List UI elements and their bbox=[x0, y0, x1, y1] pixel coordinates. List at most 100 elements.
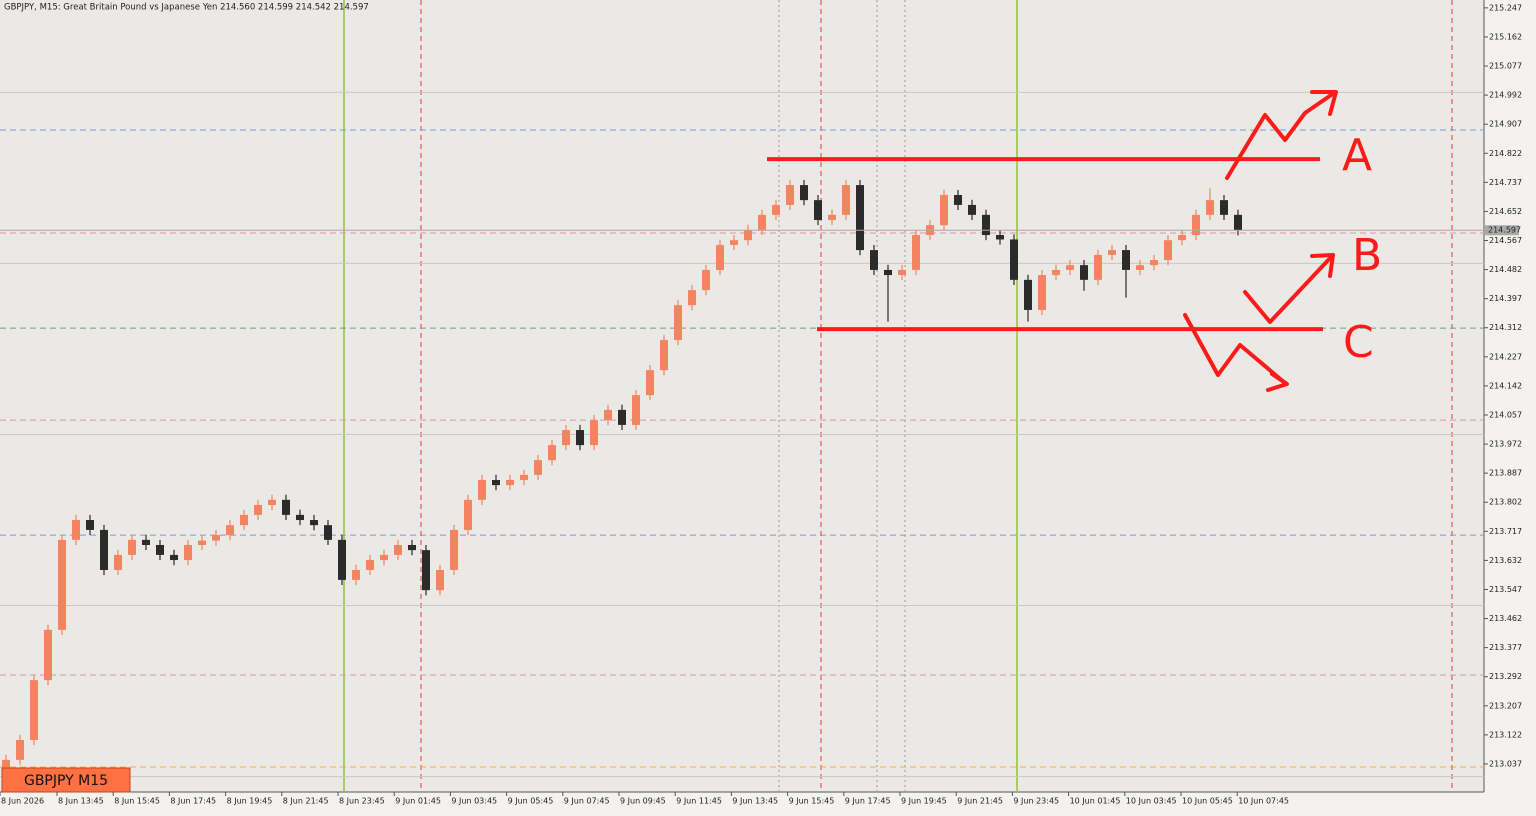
x-tick-label: 9 Jun 11:45 bbox=[676, 797, 722, 806]
candle-body bbox=[884, 269, 892, 276]
y-tick-label: 214.992 bbox=[1489, 91, 1522, 100]
x-tick-label: 8 Jun 15:45 bbox=[114, 797, 160, 806]
candle-body bbox=[296, 514, 304, 521]
candle-body bbox=[254, 504, 262, 515]
candle-body bbox=[1066, 265, 1074, 270]
y-tick-label: 214.567 bbox=[1489, 236, 1522, 245]
y-tick-label: 213.887 bbox=[1489, 469, 1522, 478]
candle-body bbox=[730, 240, 738, 245]
x-tick-label: 8 Jun 2026 bbox=[1, 797, 44, 806]
candle-body bbox=[996, 235, 1004, 240]
candle-body bbox=[814, 200, 822, 220]
candle-body bbox=[548, 445, 556, 461]
candle-body bbox=[688, 290, 696, 306]
x-tick-label: 9 Jun 21:45 bbox=[957, 797, 1003, 806]
arrow-a bbox=[1225, 91, 1336, 180]
arrow-c bbox=[1183, 313, 1287, 385]
x-tick-label: 9 Jun 13:45 bbox=[732, 797, 778, 806]
candle-body bbox=[562, 430, 570, 446]
candle-body bbox=[170, 554, 178, 561]
candle-body bbox=[100, 529, 108, 570]
candle-body bbox=[1234, 214, 1242, 231]
x-tick-label: 9 Jun 03:45 bbox=[451, 797, 497, 806]
y-tick-label: 214.057 bbox=[1489, 410, 1522, 419]
candle-body bbox=[520, 474, 528, 480]
candle-body bbox=[702, 269, 710, 291]
scenario-arrows bbox=[1183, 90, 1338, 392]
candle-body bbox=[534, 460, 542, 475]
candle-body bbox=[674, 305, 682, 341]
candle-body bbox=[1206, 200, 1214, 215]
candle-body bbox=[226, 525, 234, 536]
candle-body bbox=[16, 739, 24, 760]
candles bbox=[0, 91, 1484, 782]
candle-body bbox=[184, 544, 192, 561]
candle-body bbox=[464, 499, 472, 530]
y-tick-label: 213.717 bbox=[1489, 527, 1522, 536]
candle-body bbox=[72, 520, 80, 540]
x-tick-label: 9 Jun 17:45 bbox=[845, 797, 891, 806]
candle-body bbox=[982, 214, 990, 236]
price-box bbox=[1485, 225, 1519, 236]
x-tick-label: 9 Jun 09:45 bbox=[620, 797, 666, 806]
candle-body bbox=[1108, 250, 1116, 255]
session-lines bbox=[343, 0, 1453, 792]
candle-body bbox=[212, 535, 220, 541]
candle-body bbox=[268, 499, 276, 505]
candle-body bbox=[940, 195, 948, 226]
candle-body bbox=[856, 185, 864, 251]
x-tick-label: 9 Jun 15:45 bbox=[789, 797, 835, 806]
badge bbox=[1, 767, 131, 793]
candle-body bbox=[408, 544, 416, 551]
y-tick-label: 213.037 bbox=[1489, 759, 1522, 768]
y-tick-label: 214.907 bbox=[1489, 120, 1522, 129]
candle-body bbox=[142, 539, 150, 545]
candle-body bbox=[870, 250, 878, 270]
candle-body bbox=[422, 550, 430, 591]
candle-body bbox=[30, 680, 38, 740]
chart-title: GBPJPY, M15: Great Britain Pound vs Japa… bbox=[4, 3, 369, 13]
y-tick-label: 213.207 bbox=[1489, 701, 1522, 710]
y-tick-label: 213.292 bbox=[1489, 672, 1522, 681]
candle-body bbox=[604, 409, 612, 421]
y-tick-label: 213.972 bbox=[1489, 440, 1522, 449]
y-tick-label: 214.737 bbox=[1489, 178, 1522, 187]
y-tick-label: 215.162 bbox=[1489, 32, 1522, 41]
x-tick-label: 10 Jun 03:45 bbox=[1126, 797, 1177, 806]
scenario-label: A bbox=[1342, 130, 1372, 181]
candle-body bbox=[660, 340, 668, 371]
candle-body bbox=[366, 560, 374, 570]
candle-body bbox=[450, 529, 458, 570]
candle-body bbox=[1122, 250, 1130, 270]
candle-body bbox=[716, 244, 724, 270]
candle-body bbox=[1052, 269, 1060, 276]
candle-body bbox=[310, 520, 318, 526]
arrow-a-head bbox=[1310, 90, 1338, 116]
candle-body bbox=[1178, 235, 1186, 241]
x-tick-label: 9 Jun 23:45 bbox=[1013, 797, 1059, 806]
candle-body bbox=[492, 479, 500, 486]
candle-body bbox=[954, 195, 962, 205]
y-tick-label: 213.547 bbox=[1489, 585, 1522, 594]
x-tick-label: 9 Jun 19:45 bbox=[901, 797, 947, 806]
candle-body bbox=[744, 229, 752, 241]
y-tick-label: 213.377 bbox=[1489, 643, 1522, 652]
candle-body bbox=[576, 430, 584, 446]
candle-body bbox=[1094, 254, 1102, 280]
plot-area bbox=[0, 0, 1484, 792]
candle-body bbox=[1024, 279, 1032, 310]
y-tick-label: 215.077 bbox=[1489, 62, 1522, 71]
candle-body bbox=[828, 214, 836, 220]
candle-body bbox=[618, 409, 626, 425]
candle-body bbox=[338, 539, 346, 580]
candle-body bbox=[380, 554, 388, 561]
candle-body bbox=[1038, 275, 1046, 310]
y-tick-label: 213.462 bbox=[1489, 614, 1522, 623]
candle-body bbox=[1080, 265, 1088, 280]
x-tick-label: 8 Jun 13:45 bbox=[58, 797, 104, 806]
x-tick-label: 9 Jun 07:45 bbox=[564, 797, 610, 806]
y-tick-label: 213.802 bbox=[1489, 498, 1522, 507]
x-tick-label: 8 Jun 19:45 bbox=[227, 797, 273, 806]
y-tick-label: 214.482 bbox=[1489, 265, 1522, 274]
